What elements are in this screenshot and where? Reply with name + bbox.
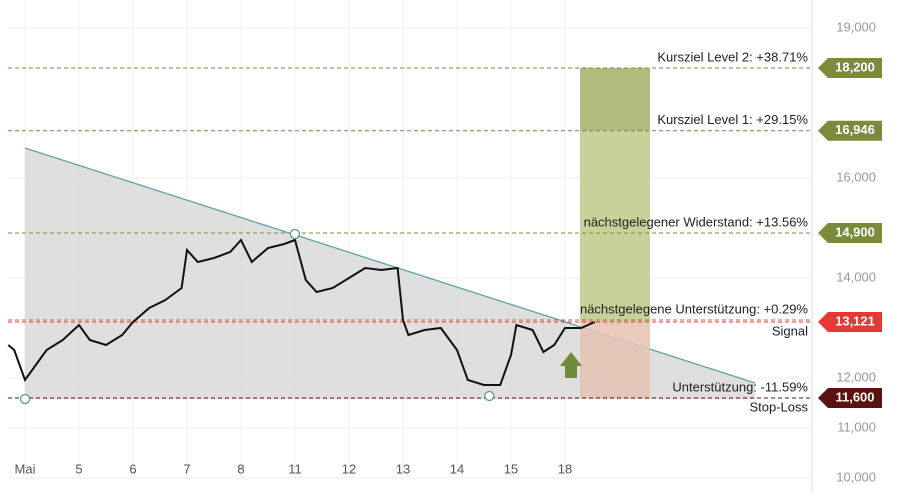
value-box (818, 58, 882, 78)
price-line (7, 238, 596, 386)
level-label: nächstgelegener Widerstand: +13.56% (584, 214, 809, 229)
value-box (818, 223, 882, 243)
level-label: nächstgelegene Unterstützung: +0.29% (580, 301, 808, 316)
y-tick-label: 19,000 (836, 19, 876, 34)
triangle-area (25, 148, 756, 399)
y-tick-label: 16,000 (836, 169, 876, 184)
level-label: Stop-Loss (749, 399, 808, 414)
value-box-label: 16,946 (835, 122, 875, 137)
x-tick-label: Mai (15, 461, 36, 476)
pivot-point (484, 390, 495, 402)
pivot-point (289, 228, 301, 240)
x-tick-label: 5 (75, 461, 82, 476)
risk-box (580, 321, 650, 398)
value-box (818, 311, 882, 332)
pivot-point (19, 393, 31, 405)
value-box (818, 120, 882, 141)
value-box-label: 13,121 (835, 313, 875, 328)
level-label: Signal (772, 323, 808, 338)
value-box (818, 388, 882, 408)
y-tick-label: 12,000 (836, 369, 876, 384)
x-tick-label: 11 (288, 461, 302, 476)
x-tick-label: 13 (396, 461, 410, 476)
signal-arrow (560, 352, 582, 378)
x-tick-label: 7 (183, 461, 190, 476)
value-box-label: 11,600 (835, 389, 874, 404)
value-box-label: 14,900 (835, 224, 875, 239)
y-tick-label: 11,000 (837, 419, 876, 434)
y-tick-label: 10,000 (836, 469, 876, 484)
y-tick-label: 14,000 (836, 269, 876, 284)
level-label: Kursziel Level 2: +38.71% (657, 49, 808, 64)
target-box-1 (580, 130, 650, 322)
x-tick-label: 8 (237, 461, 244, 476)
value-box-label: 18,200 (835, 59, 875, 74)
level-label: Kursziel Level 1: +29.15% (657, 112, 808, 127)
x-tick-label: 12 (342, 461, 356, 476)
x-tick-label: 6 (129, 461, 136, 476)
x-tick-label: 15 (504, 461, 518, 476)
x-tick-label: 18 (558, 461, 572, 476)
level-label: Unterstützung: -11.59% (672, 379, 808, 394)
target-box-2 (580, 68, 650, 131)
x-tick-label: 14 (450, 461, 464, 476)
